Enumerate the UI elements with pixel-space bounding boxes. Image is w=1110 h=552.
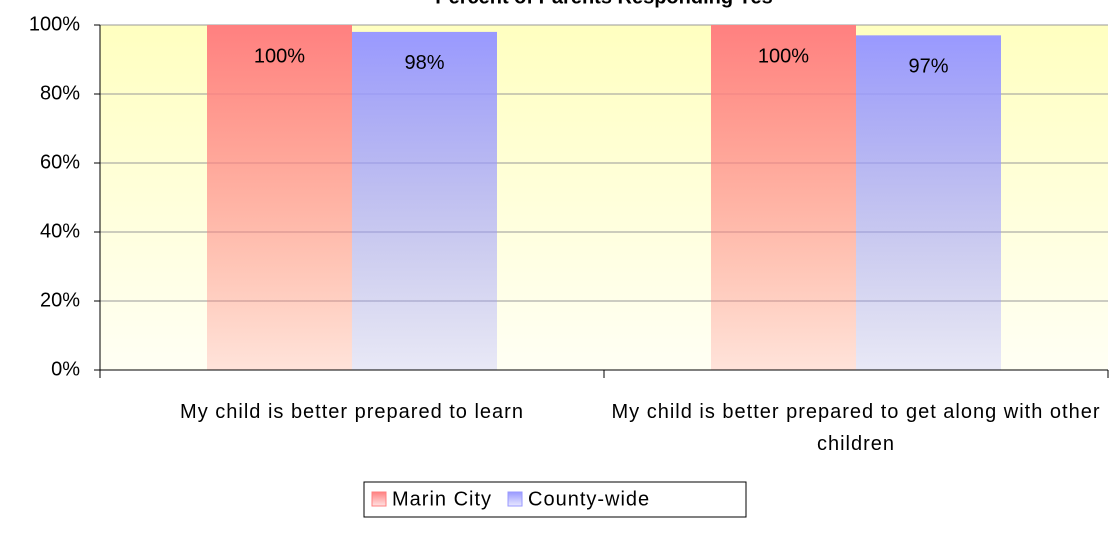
bar <box>711 25 856 370</box>
legend-label: Marin City <box>392 488 492 510</box>
y-tick-label: 60% <box>40 151 80 173</box>
legend: Marin City County-wide <box>363 481 747 518</box>
legend-label: County-wide <box>528 488 650 510</box>
legend-swatch <box>371 491 387 507</box>
chart-title: Percent of Parents Responding Yes <box>435 0 773 8</box>
data-label: 97% <box>908 56 948 78</box>
x-tick-label: My child is better prepared to get along… <box>611 401 1101 455</box>
x-tick-label: My child is better prepared to learn <box>180 401 524 423</box>
y-tick-label: 80% <box>40 82 80 104</box>
bar <box>352 31 497 371</box>
data-label: 100% <box>254 45 305 67</box>
data-label: 100% <box>758 45 809 67</box>
legend-box <box>363 481 747 518</box>
y-tick-label: 0% <box>51 358 80 380</box>
y-tick-label: 100% <box>29 13 80 35</box>
bar <box>856 35 1001 370</box>
y-tick-label: 40% <box>40 220 80 242</box>
legend-swatch <box>507 491 523 507</box>
y-tick-label: 20% <box>40 289 80 311</box>
bar <box>207 25 352 370</box>
data-label: 98% <box>404 52 444 74</box>
